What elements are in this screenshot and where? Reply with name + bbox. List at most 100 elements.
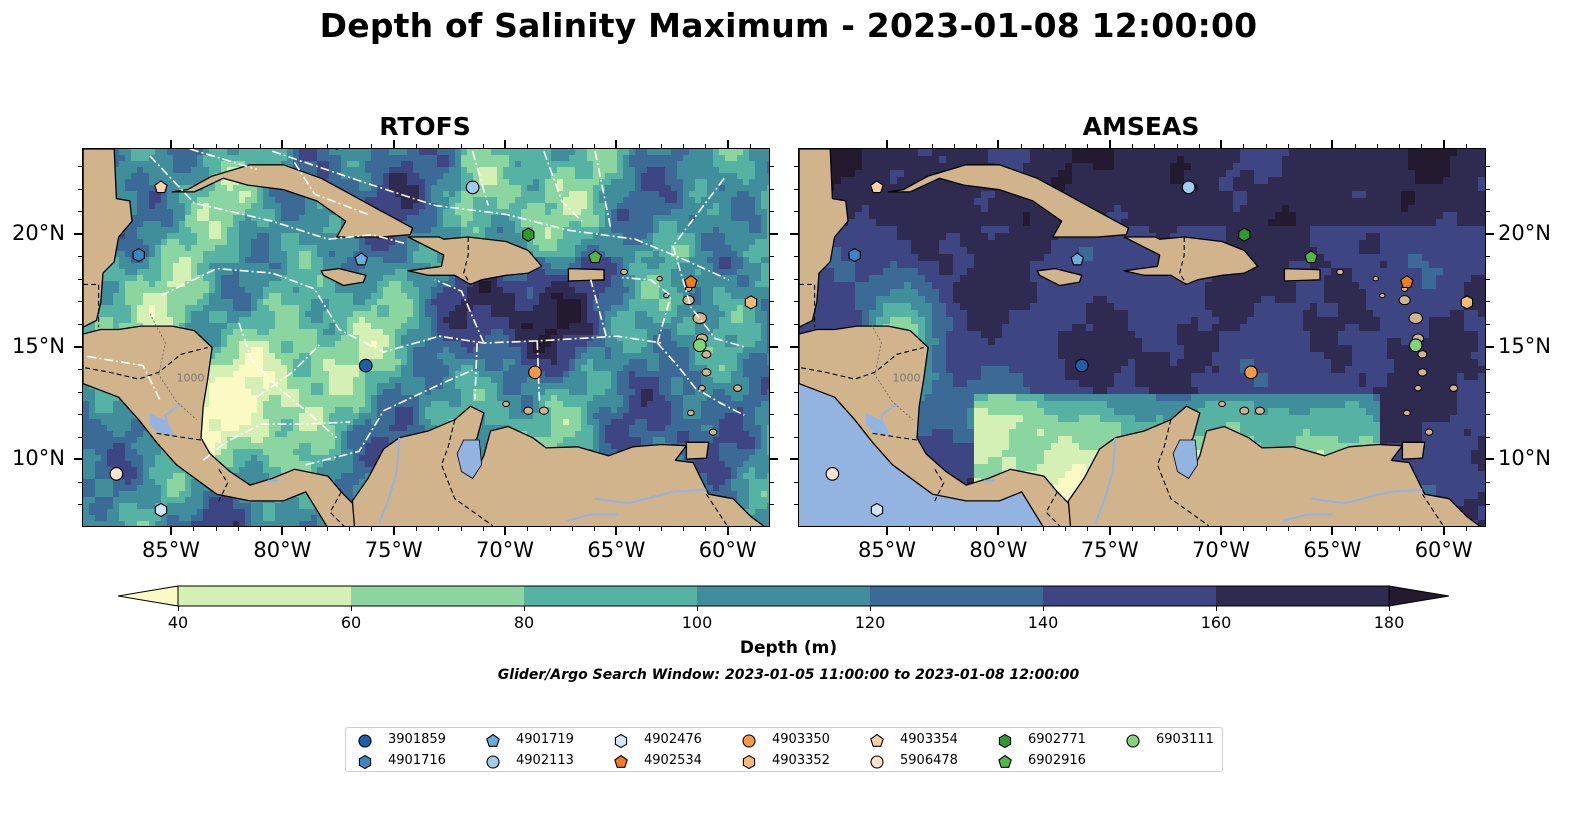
- lat-tick-right-amseas: [1486, 232, 1494, 235]
- colorbar-tick: [869, 606, 871, 611]
- minor-tick: [794, 256, 798, 258]
- minor-tick: [1265, 527, 1267, 531]
- lat-tick-right-amseas: [1486, 458, 1494, 461]
- minor-tick: [1287, 144, 1289, 148]
- colorbar-tick-label: 120: [854, 613, 886, 632]
- lat-tick-right-amseas: [1486, 345, 1494, 348]
- float-marker-6902916: [1304, 250, 1318, 264]
- minor-tick: [794, 188, 798, 190]
- legend-label: 3901859: [388, 732, 446, 747]
- legend-item-4903352: 4903352: [740, 752, 860, 770]
- minor-tick: [770, 211, 774, 213]
- colorbar-tick-label: 80: [513, 613, 535, 632]
- float-marker-4901716: [848, 247, 861, 263]
- minor-tick: [260, 144, 262, 148]
- minor-tick: [1399, 527, 1401, 531]
- float-marker-4902476: [154, 502, 168, 518]
- colorbar-segment: [1043, 586, 1216, 606]
- minor-tick: [78, 504, 82, 506]
- minor-tick: [349, 144, 351, 148]
- minor-tick: [770, 301, 774, 303]
- minor-tick: [931, 144, 933, 148]
- minor-tick: [1042, 144, 1044, 148]
- minor-tick: [1087, 144, 1089, 148]
- lon-tick-label-amseas: 75°W: [1080, 538, 1139, 562]
- minor-tick: [78, 233, 82, 235]
- legend-item-4902534: 4902534: [612, 752, 732, 770]
- minor-tick: [78, 369, 82, 371]
- legend-label: 4901716: [388, 753, 446, 768]
- lon-tick-bottom-amseas: [1442, 527, 1445, 535]
- minor-tick: [1486, 233, 1490, 235]
- minor-tick: [1465, 527, 1467, 531]
- land-amseas: 1000: [799, 149, 1481, 526]
- minor-tick: [438, 527, 440, 531]
- legend-marker-6902916: [998, 754, 1012, 768]
- minor-tick: [78, 459, 82, 461]
- minor-tick: [1176, 144, 1178, 148]
- minor-tick: [770, 346, 774, 348]
- minor-tick: [1154, 144, 1156, 148]
- lat-tick-right-rtofs: [770, 345, 778, 348]
- lon-tick-top-amseas: [1331, 140, 1334, 148]
- lon-tick-bottom-amseas: [1220, 527, 1223, 535]
- lon-tick-top-amseas: [886, 140, 889, 148]
- minor-tick: [1486, 391, 1490, 393]
- minor-tick: [571, 527, 573, 531]
- map-canvas-rtofs: 1000: [83, 149, 769, 526]
- minor-tick: [1020, 527, 1022, 531]
- float-marker-4902534: [1400, 274, 1414, 288]
- minor-tick: [1465, 144, 1467, 148]
- minor-tick: [705, 527, 707, 531]
- search-window-subtitle: Glider/Argo Search Window: 2023-01-05 11…: [497, 667, 1080, 683]
- minor-tick: [770, 459, 774, 461]
- colorbar-tick-label: 60: [340, 613, 362, 632]
- lat-tick-right-rtofs: [770, 458, 778, 461]
- minor-tick: [460, 527, 462, 531]
- minor-tick: [794, 391, 798, 393]
- lon-tick-label-rtofs: 65°W: [587, 538, 646, 562]
- legend-marker-4902113: [486, 755, 500, 769]
- float-marker-5906478: [109, 467, 124, 481]
- minor-tick: [215, 527, 217, 531]
- legend-item-4902476: 4902476: [612, 731, 732, 749]
- float-marker-4903352: [1460, 295, 1474, 310]
- minor-tick: [237, 144, 239, 148]
- minor-tick: [1486, 504, 1490, 506]
- colorbar-tick: [696, 606, 698, 611]
- minor-tick: [705, 144, 707, 148]
- minor-tick: [78, 323, 82, 325]
- minor-tick: [1042, 527, 1044, 531]
- legend-marker-4903352: [742, 754, 756, 770]
- legend-label: 4902113: [516, 753, 574, 768]
- colorbar-segment: [1216, 586, 1389, 606]
- minor-tick: [1354, 144, 1356, 148]
- colorbar-tick-label: 40: [167, 613, 189, 632]
- lon-tick-top-amseas: [1220, 140, 1223, 148]
- lon-tick-label-rtofs: 60°W: [698, 538, 757, 562]
- panel-title-rtofs: RTOFS: [379, 112, 471, 141]
- float-marker-4903354: [870, 180, 884, 194]
- figure-title: Depth of Salinity Maximum - 2023-01-08 1…: [319, 6, 1258, 45]
- minor-tick: [1020, 144, 1022, 148]
- legend-label: 4903354: [900, 732, 958, 747]
- legend-marker-4902534: [614, 754, 628, 768]
- minor-tick: [931, 527, 933, 531]
- minor-tick: [1486, 211, 1490, 213]
- colorbar-tick-label: 160: [1200, 613, 1232, 632]
- minor-tick: [909, 527, 911, 531]
- minor-tick: [78, 211, 82, 213]
- panel-title-amseas: AMSEAS: [1082, 112, 1200, 141]
- legend-label: 4903350: [772, 732, 830, 747]
- map-panel-rtofs[interactable]: 1000: [82, 148, 770, 527]
- colorbar-segment: [870, 586, 1043, 606]
- circle-marker-icon: [870, 755, 884, 769]
- minor-tick: [794, 369, 798, 371]
- minor-tick: [794, 278, 798, 280]
- legend: 3901859 4901716 4901719 4902113 4902476 49025…: [345, 727, 1223, 772]
- map-panel-amseas[interactable]: 1000: [798, 148, 1486, 527]
- minor-tick: [1486, 414, 1490, 416]
- minor-tick: [78, 391, 82, 393]
- minor-tick: [237, 527, 239, 531]
- float-marker-6902916: [588, 250, 602, 264]
